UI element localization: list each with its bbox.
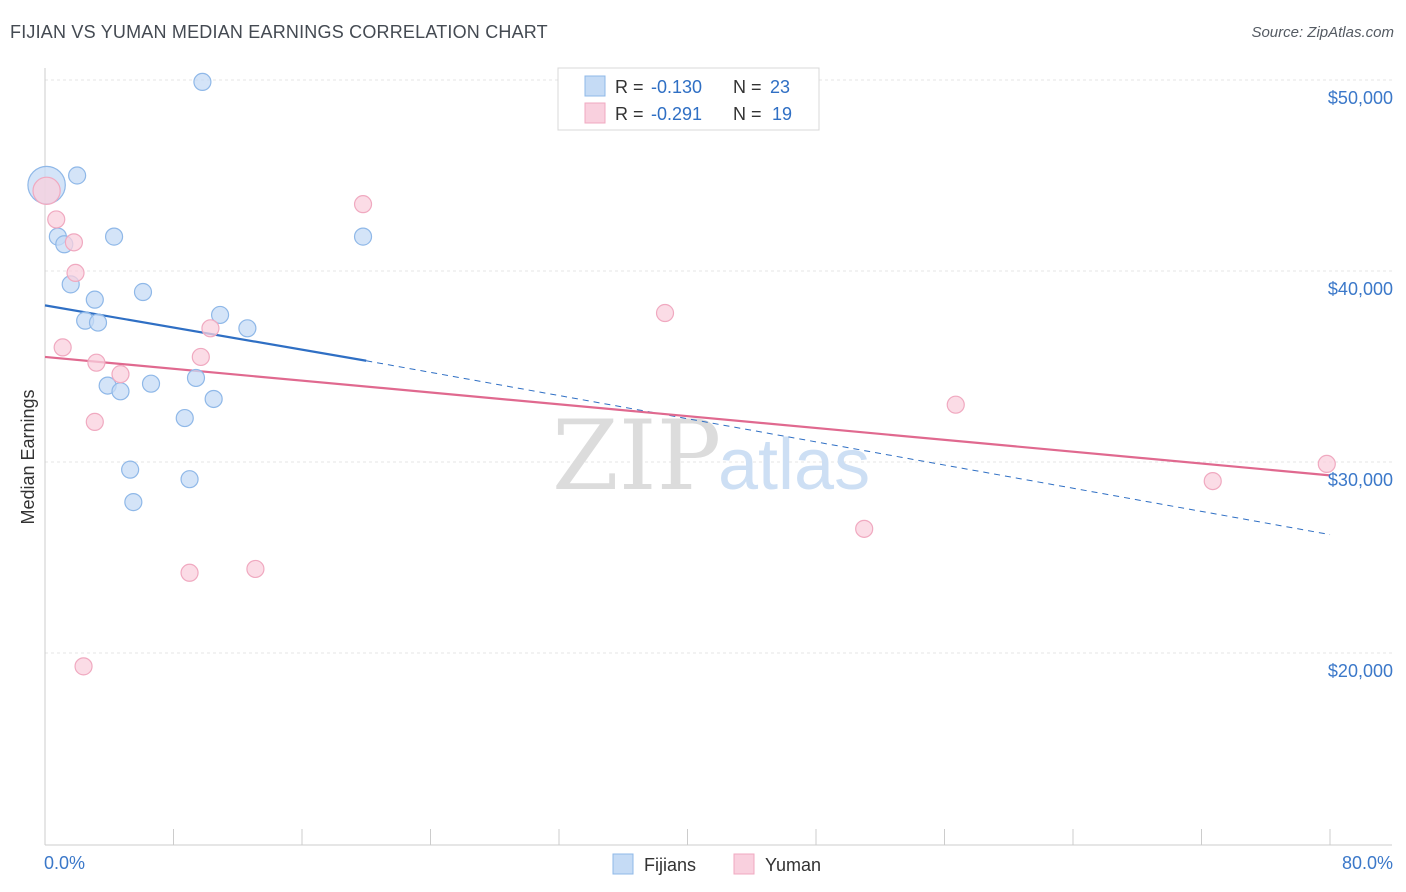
yuman-point (53, 338, 72, 357)
chart-title: FIJIAN VS YUMAN MEDIAN EARNINGS CORRELAT… (10, 22, 548, 42)
legend-n-label-fijians: N = (733, 77, 762, 97)
yuman-point (353, 195, 373, 214)
fijians-point (68, 166, 87, 185)
watermark-atlas: atlas (718, 425, 870, 505)
fijians-point (124, 493, 143, 512)
fijians-point (175, 408, 194, 428)
yuman-point (180, 563, 199, 582)
fijians-point (353, 227, 373, 246)
fijians-point (88, 313, 108, 332)
legend-r-label-yuman: R = (615, 104, 644, 124)
fijians-trend-extension (366, 360, 1331, 536)
yuman-point (32, 176, 61, 205)
y-tick-labels: $20,000 $30,000 $40,000 $50,000 (1328, 88, 1393, 681)
fijians-point (186, 368, 206, 388)
x-tick-label-start: 0.0% (44, 853, 85, 873)
watermark-zip: ZIP (552, 400, 721, 512)
fijians-point (238, 319, 257, 338)
fijians-point (210, 305, 230, 325)
y-tick-label: $40,000 (1328, 279, 1393, 299)
legend-r-value-fijians: -0.130 (651, 77, 702, 97)
yuman-point (655, 303, 675, 323)
watermark: ZIP atlas (552, 400, 870, 512)
y-axis-label: Median Earnings (18, 389, 38, 524)
x-tick-label-end: 80.0% (1342, 853, 1393, 873)
yuman-point (87, 353, 106, 372)
yuman-point (47, 210, 66, 229)
legend-n-label-yuman: N = (733, 104, 762, 124)
yuman-point (64, 233, 84, 252)
legend-n-value-fijians: 23 (770, 77, 790, 97)
chart-source: Source: ZipAtlas.com (1251, 24, 1394, 41)
yuman-point (66, 263, 85, 283)
fijians-point (141, 374, 161, 393)
yuman-point (946, 395, 965, 414)
fijians-point (180, 470, 199, 489)
y-tick-label: $30,000 (1328, 470, 1393, 490)
yuman-point (855, 519, 874, 538)
fijians-point (193, 72, 212, 92)
legend: R = -0.130 N = 23 R = -0.291 N = 19 (557, 67, 820, 131)
yuman-point (74, 657, 93, 676)
fijians-point (85, 290, 104, 309)
fijians-point (133, 282, 153, 302)
yuman-point (201, 319, 220, 338)
yuman-point (1203, 472, 1222, 491)
yuman-point (191, 347, 210, 367)
series-legend-label-yuman: Yuman (765, 855, 821, 875)
yuman-trend-line (44, 355, 1331, 477)
series-legend-swatch-fijians (612, 853, 634, 875)
legend-swatch-fijians (584, 75, 606, 97)
series-legend: Fijians Yuman (612, 853, 821, 875)
legend-swatch-yuman (584, 102, 606, 124)
legend-n-value-yuman: 19 (772, 104, 792, 124)
fijians-point (204, 389, 223, 409)
fijians-point (111, 382, 130, 401)
y-tick-label: $20,000 (1328, 661, 1393, 681)
legend-r-value-yuman: -0.291 (651, 104, 702, 124)
axes (44, 68, 1392, 846)
yuman-point (85, 412, 104, 431)
yuman-point (1317, 454, 1336, 474)
fijians-point (121, 460, 140, 479)
series-legend-swatch-yuman (733, 853, 755, 875)
legend-r-label-fijians: R = (615, 77, 644, 97)
fijians-point (104, 227, 124, 246)
data-points (27, 72, 1336, 676)
y-tick-label: $50,000 (1328, 88, 1393, 108)
yuman-point (111, 365, 130, 384)
gridlines (45, 79, 1392, 654)
series-legend-label-fijians: Fijians (644, 855, 696, 875)
yuman-point (246, 559, 265, 579)
x-tick-labels: 0.0% 80.0% (44, 853, 1393, 873)
